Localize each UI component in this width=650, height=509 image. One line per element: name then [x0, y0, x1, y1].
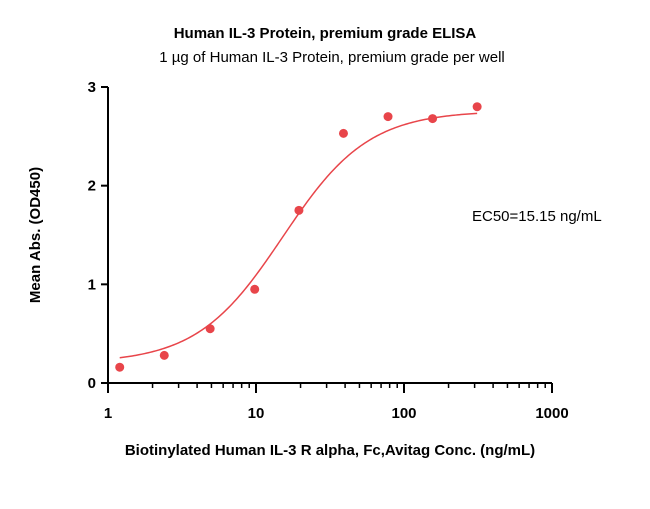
ec50-annotation: EC50=15.15 ng/mL [472, 208, 602, 225]
x-tick-label-0: 1 [104, 405, 112, 422]
y-tick-label-2: 2 [88, 178, 96, 195]
data-point [159, 350, 169, 360]
y-axis: 0 1 2 3 [88, 79, 109, 392]
y-axis-label: Mean Abs. (OD450) [27, 167, 44, 303]
x-tick-label-2: 100 [391, 405, 416, 422]
data-point [472, 102, 482, 112]
y-tick-label-1: 1 [88, 276, 96, 293]
data-point [250, 284, 260, 294]
y-tick-label-0: 0 [88, 375, 96, 392]
x-axis: 1 10 100 1000 [104, 382, 569, 422]
x-tick-label-3: 1000 [535, 405, 568, 422]
fit-curve [119, 112, 478, 359]
data-point [428, 114, 438, 124]
data-point [294, 205, 304, 215]
x-tick-label-1: 10 [248, 405, 265, 422]
data-point [338, 128, 348, 138]
x-axis-label: Biotinylated Human IL-3 R alpha, Fc,Avit… [125, 442, 535, 459]
chart-title: Human IL-3 Protein, premium grade ELISA [174, 25, 477, 42]
data-point [205, 324, 215, 334]
data-point [383, 112, 393, 122]
data-point [115, 362, 125, 372]
y-tick-label-3: 3 [88, 79, 96, 96]
chart-subtitle: 1 µg of Human IL-3 Protein, premium grad… [159, 49, 504, 66]
